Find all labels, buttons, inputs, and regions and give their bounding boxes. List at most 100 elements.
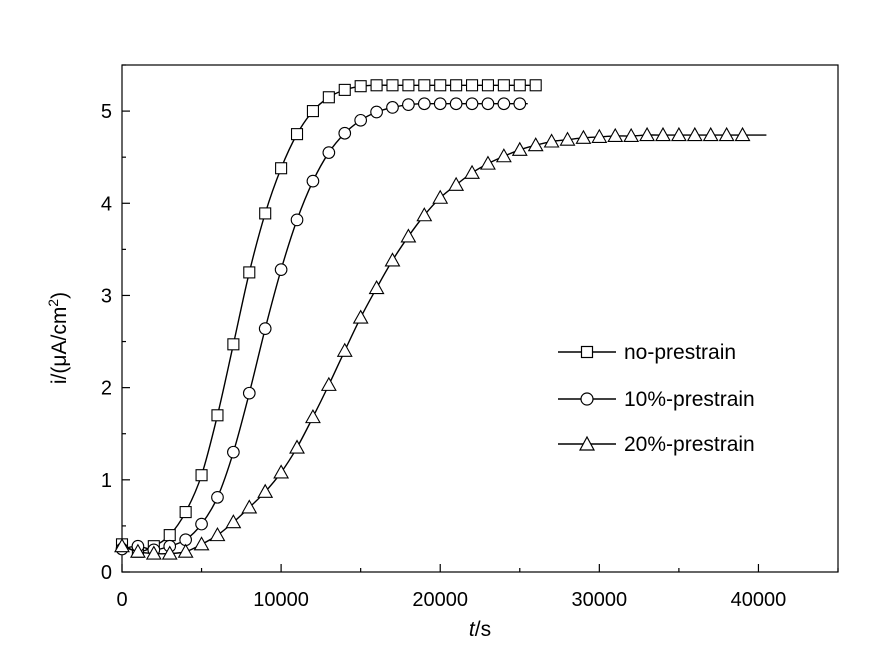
data-point-square: [338, 83, 351, 96]
data-point-triangle: [193, 536, 210, 551]
data-point-square: [418, 79, 431, 92]
data-point-circle: [338, 126, 352, 140]
legend-entry-20-prestrain: 20%-prestrain: [558, 433, 755, 456]
legend-circle-marker: [580, 392, 594, 406]
data-point-triangle: [670, 126, 687, 142]
legend-entry-no-prestrain: no-prestrain: [558, 341, 736, 364]
y-tick-label: 1: [101, 470, 112, 492]
y-tick-label: 2: [101, 378, 112, 400]
x-tick-label: 20000: [412, 589, 468, 611]
x-tick-label: 40000: [731, 589, 787, 611]
data-point-square: [450, 79, 463, 92]
data-point-circle: [497, 97, 511, 111]
data-point-triangle: [416, 207, 433, 222]
y-tick-label: 3: [101, 285, 112, 307]
data-point-triangle: [607, 127, 624, 143]
data-point-triangle: [511, 141, 528, 156]
data-point-triangle: [480, 155, 496, 170]
data-point-square: [370, 79, 383, 92]
data-point-square: [306, 105, 319, 118]
data-point-triangle: [623, 127, 640, 143]
data-point-triangle: [161, 545, 178, 560]
y-axis-label-end: ): [48, 292, 71, 299]
data-point-triangle: [145, 545, 162, 560]
data-point-triangle: [591, 128, 608, 143]
data-point-square: [259, 207, 272, 220]
data-point-triangle: [241, 499, 258, 514]
x-axis-ticks: 0 10000 20000 30000 40000: [116, 564, 839, 611]
data-point-circle: [322, 146, 336, 159]
series-20-prestrain: [114, 126, 767, 560]
data-point-triangle: [273, 464, 290, 479]
y-axis-label-sup: 2: [45, 299, 61, 307]
data-point-circle: [513, 97, 527, 111]
data-point-circle: [449, 97, 463, 111]
data-point-square: [497, 79, 510, 92]
data-point-square: [275, 162, 288, 175]
data-point-circle: [242, 386, 256, 400]
y-axis-ticks: 0 1 2 3 4 5: [101, 64, 130, 584]
data-point-triangle: [384, 252, 401, 267]
x-axis-label-unit: /s: [475, 618, 491, 641]
data-point-circle: [227, 445, 240, 459]
x-tick-label: 10000: [253, 589, 309, 611]
data-point-circle: [211, 490, 224, 504]
data-point-circle: [290, 213, 304, 227]
data-point-triangle: [495, 148, 512, 163]
data-point-square: [434, 79, 447, 92]
legend-square-marker: [580, 345, 594, 359]
y-axis-label: i/(μA/cm2): [45, 292, 71, 384]
x-axis-label-var: t: [469, 618, 476, 641]
y-tick-label: 0: [101, 562, 112, 584]
data-point-triangle: [702, 126, 719, 142]
y-axis-label-main: i/(μA/cm: [48, 307, 71, 384]
y-tick-label: 4: [101, 193, 112, 215]
data-point-circle: [481, 97, 495, 111]
data-point-triangle: [639, 126, 656, 142]
data-point-triangle: [336, 342, 353, 357]
legend-label-10-prestrain: 10%-prestrain: [624, 388, 755, 411]
data-point-square: [290, 128, 304, 141]
data-point-triangle: [432, 189, 449, 204]
data-point-square: [243, 266, 256, 279]
data-point-circle: [306, 174, 320, 188]
data-point-circle: [465, 97, 479, 111]
data-point-triangle: [734, 126, 751, 142]
legend-entry-10-prestrain: 10%-prestrain: [558, 388, 755, 411]
data-point-triangle: [114, 538, 130, 553]
data-point-triangle: [368, 279, 385, 295]
data-point-circle: [195, 517, 208, 531]
data-point-triangle: [686, 126, 703, 142]
data-point-triangle: [718, 126, 735, 142]
data-point-triangle: [575, 129, 592, 144]
data-point-triangle: [177, 543, 194, 558]
data-point-triangle: [400, 228, 417, 243]
data-point-circle: [258, 322, 272, 335]
data-point-square: [227, 338, 240, 351]
data-point-square: [163, 529, 176, 542]
data-point-circle: [417, 97, 431, 111]
data-point-triangle: [448, 176, 465, 191]
data-point-square: [481, 79, 495, 92]
data-point-triangle: [257, 483, 274, 498]
data-point-triangle: [304, 409, 321, 424]
data-point-triangle: [129, 543, 146, 558]
series-layer: [114, 79, 767, 560]
data-point-square: [211, 409, 224, 422]
data-point-triangle: [464, 164, 480, 179]
data-point-triangle: [320, 376, 337, 391]
data-point-circle: [433, 97, 447, 111]
data-point-square: [529, 79, 542, 92]
data-point-circle: [370, 105, 383, 119]
data-point-triangle: [543, 133, 560, 148]
data-point-triangle: [527, 137, 544, 152]
data-point-square: [465, 79, 479, 92]
data-point-triangle: [352, 309, 369, 324]
data-point-triangle: [225, 514, 242, 529]
legend-triangle-marker: [578, 435, 596, 451]
data-point-triangle: [559, 131, 576, 146]
data-point-circle: [402, 98, 415, 111]
data-point-square: [513, 79, 526, 92]
data-point-square: [195, 469, 208, 482]
